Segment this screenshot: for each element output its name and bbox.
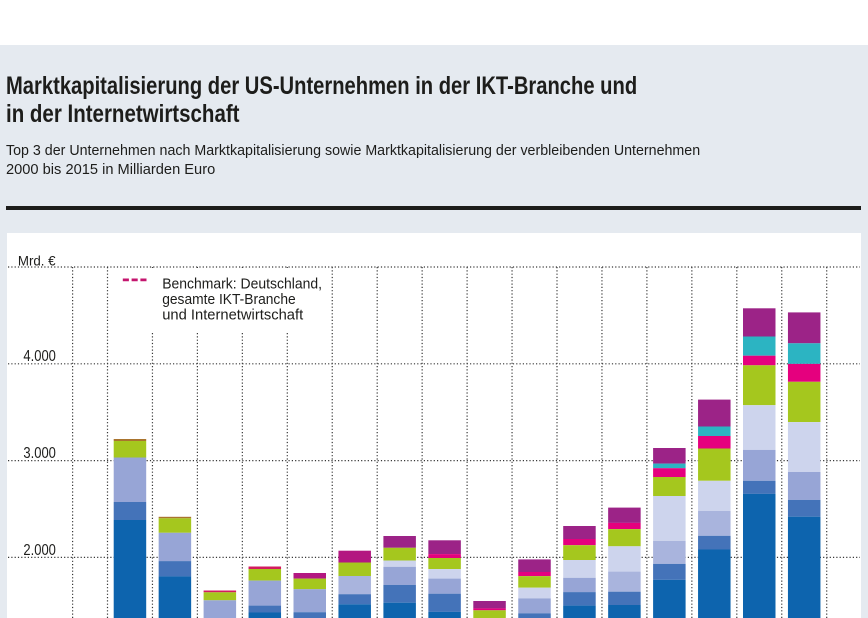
svg-text:Benchmark: Deutschland,: Benchmark: Deutschland,: [162, 276, 322, 293]
svg-text:2.000: 2.000: [23, 542, 56, 559]
svg-text:Mrd. €: Mrd. €: [18, 254, 56, 270]
svg-text:gesamte IKT-Branche: gesamte IKT-Branche: [162, 291, 296, 308]
svg-text:3.000: 3.000: [23, 445, 56, 462]
svg-text:und Internetwirtschaft: und Internetwirtschaft: [162, 306, 304, 323]
svg-text:4.000: 4.000: [23, 348, 56, 365]
